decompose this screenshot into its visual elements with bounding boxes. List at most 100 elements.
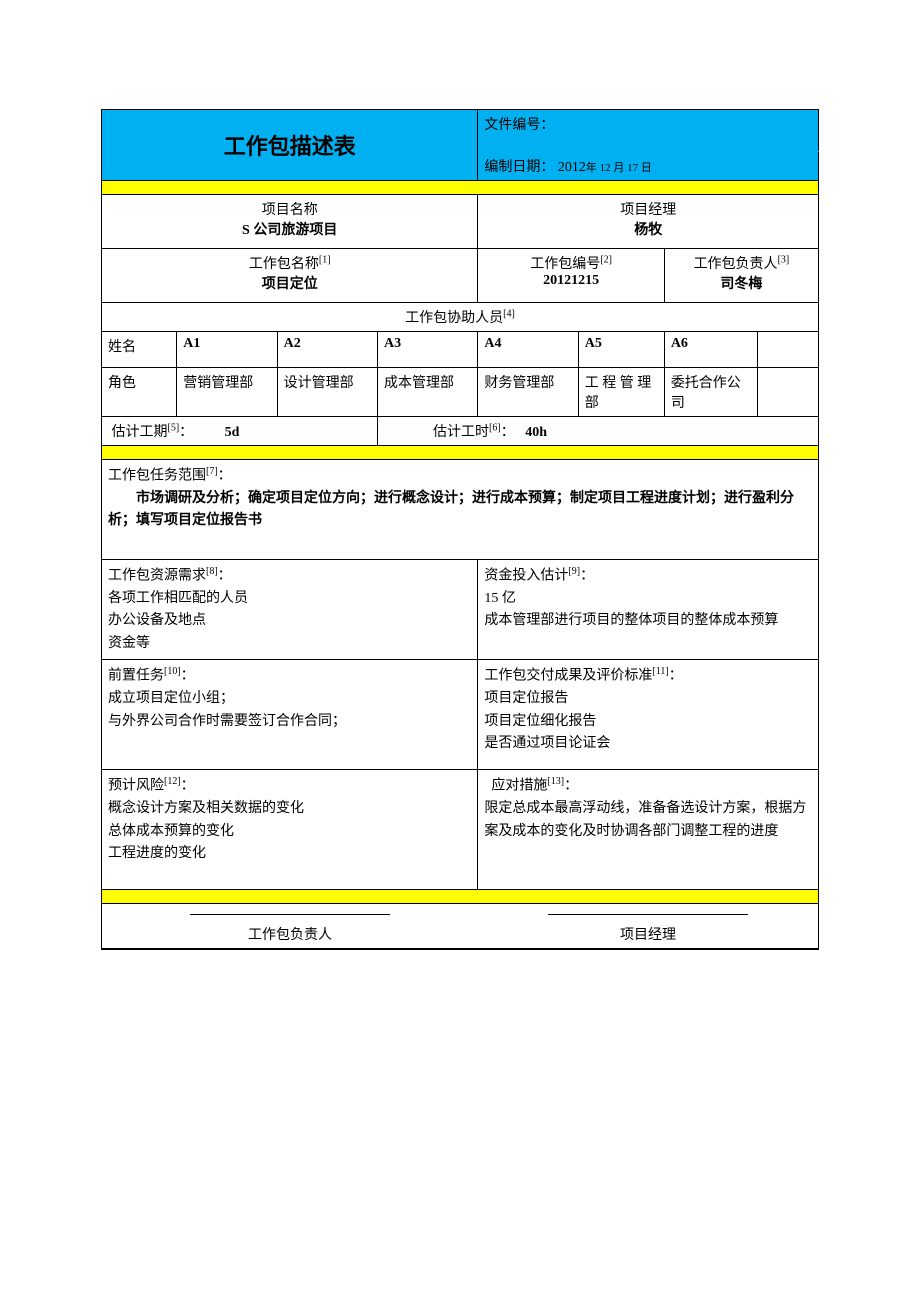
project-manager-cell: 项目经理 杨牧	[478, 195, 819, 249]
deliverable-line-2: 是否通过项目论证会	[484, 736, 610, 751]
sig-manager-label: 项目经理	[620, 928, 676, 943]
package-name-value: 项目定位	[108, 273, 471, 293]
package-code-cell: 工作包编号[2] 20121215	[478, 249, 664, 303]
risk-line-0: 概念设计方案及相关数据的变化	[108, 801, 304, 816]
date-label: 编制日期：	[484, 160, 554, 175]
risk-line-1: 总体成本预算的变化	[108, 824, 234, 839]
est-duration-label: 估计工期	[112, 425, 168, 440]
project-name-cell: 项目名称 S 公司旅游项目	[102, 195, 478, 249]
package-owner-value: 司冬梅	[671, 273, 812, 293]
risk-sup: [12]	[164, 776, 181, 787]
resource-line-0: 各项工作相匹配的人员	[108, 591, 248, 606]
assist-title: 工作包协助人员	[405, 311, 503, 326]
est-duration-value: 5d	[225, 425, 240, 440]
funding-sup: [9]	[568, 566, 580, 577]
work-package-table: 工作包描述表 文件编号： 编制日期： 2012年 12 月 17 日 项目名称 …	[101, 109, 819, 950]
assist-title-cell: 工作包协助人员[4]	[102, 303, 819, 332]
date-cell: 编制日期： 2012年 12 月 17 日	[478, 152, 819, 181]
resource-sup: [8]	[206, 566, 218, 577]
package-name-label: 工作包名称	[249, 257, 319, 272]
assist-name-6	[758, 332, 819, 368]
project-name-value: S 公司旅游项目	[108, 219, 471, 239]
measure-text: 限定总成本最高浮动线，准备备选设计方案，根据方案及成本的变化及时协调各部门调整工…	[484, 801, 806, 838]
sig-manager-cell: 项目经理	[478, 904, 819, 949]
resource-label: 工作包资源需求	[108, 569, 206, 584]
package-owner-label: 工作包负责人	[694, 257, 778, 272]
package-code-sup: [2]	[600, 254, 612, 265]
resource-line-2: 资金等	[108, 636, 150, 651]
separator	[102, 181, 819, 195]
package-owner-sup: [3]	[778, 254, 790, 265]
scope-label: 工作包任务范围	[108, 469, 206, 484]
sig-owner-cell: 工作包负责人	[102, 904, 478, 949]
date-year: 2012	[558, 160, 586, 175]
assist-role-3: 财务管理部	[478, 368, 578, 417]
assist-role-5: 委托合作公司	[664, 368, 757, 417]
deliverable-cell: 工作包交付成果及评价标准[11]： 项目定位报告 项目定位细化报告 是否通过项目…	[478, 660, 819, 770]
package-code-value: 20121215	[484, 273, 657, 289]
scope-cell: 工作包任务范围[7]： 市场调研及分析；确定项目定位方向；进行概念设计；进行成本…	[102, 460, 819, 560]
package-code-label: 工作包编号	[530, 257, 600, 272]
separator	[102, 446, 819, 460]
assist-name-label: 姓名	[102, 332, 177, 368]
project-name-label: 项目名称	[108, 199, 471, 219]
deliverable-line-0: 项目定位报告	[484, 691, 568, 706]
predecessor-line-1: 与外界公司合作时需要签订合作合同；	[108, 714, 346, 729]
assist-role-4: 工 程 管 理部	[578, 368, 664, 417]
resource-cell: 工作包资源需求[8]： 各项工作相匹配的人员 办公设备及地点 资金等	[102, 560, 478, 660]
assist-name-5: A6	[664, 332, 757, 368]
est-hours-value: 40h	[525, 425, 547, 440]
deliverable-label: 工作包交付成果及评价标准	[484, 669, 652, 684]
assist-role-0: 营销管理部	[177, 368, 277, 417]
doc-no-label: 文件编号：	[484, 118, 554, 133]
assist-title-sup: [4]	[503, 308, 515, 319]
risk-cell: 预计风险[12]： 概念设计方案及相关数据的变化 总体成本预算的变化 工程进度的…	[102, 770, 478, 890]
project-manager-label: 项目经理	[484, 199, 812, 219]
sig-manager-line	[548, 914, 748, 915]
measure-sup: [13]	[547, 776, 564, 787]
package-name-cell: 工作包名称[1] 项目定位	[102, 249, 478, 303]
assist-name-0: A1	[177, 332, 277, 368]
scope-text: 市场调研及分析；确定项目定位方向；进行概念设计；进行成本预算；制定项目工程进度计…	[108, 488, 812, 533]
assist-name-4: A5	[578, 332, 664, 368]
assist-name-2: A3	[378, 332, 478, 368]
est-hours-label: 估计工时	[433, 425, 489, 440]
scope-sup: [7]	[206, 466, 218, 477]
est-duration-sup: [5]	[168, 422, 180, 433]
funding-line-1: 成本管理部进行项目的整体项目的整体成本预算	[484, 613, 778, 628]
est-hours-sup: [6]	[489, 422, 501, 433]
sig-owner-label: 工作包负责人	[248, 928, 332, 943]
assist-role-label: 角色	[102, 368, 177, 417]
est-duration-cell: 估计工期[5]： 5d	[102, 417, 378, 446]
form-title: 工作包描述表	[102, 110, 478, 181]
assist-role-2: 成本管理部	[378, 368, 478, 417]
assist-name-1: A2	[277, 332, 377, 368]
separator	[102, 890, 819, 904]
date-md: 年 12 月 17 日	[586, 162, 652, 174]
assist-roles-row: 角色 营销管理部 设计管理部 成本管理部 财务管理部 工 程 管 理部 委托合作…	[102, 368, 819, 417]
funding-label: 资金投入估计	[484, 569, 568, 584]
predecessor-sup: [10]	[164, 666, 181, 677]
doc-no-cell: 文件编号：	[478, 110, 819, 152]
risk-line-2: 工程进度的变化	[108, 846, 206, 861]
predecessor-cell: 前置任务[10]： 成立项目定位小组； 与外界公司合作时需要签订合作合同；	[102, 660, 478, 770]
deliverable-sup: [11]	[652, 666, 668, 677]
est-hours-cell: 估计工时[6]： 40h	[378, 417, 819, 446]
assist-name-3: A4	[478, 332, 578, 368]
deliverable-line-1: 项目定位细化报告	[484, 714, 596, 729]
predecessor-line-0: 成立项目定位小组；	[108, 691, 234, 706]
funding-line-0: 15 亿	[484, 591, 516, 606]
project-manager-value: 杨牧	[484, 219, 812, 239]
risk-label: 预计风险	[108, 779, 164, 794]
assist-names-row: 姓名 A1 A2 A3 A4 A5 A6	[102, 332, 819, 368]
resource-line-1: 办公设备及地点	[108, 613, 206, 628]
package-name-sup: [1]	[319, 254, 331, 265]
sig-owner-line	[190, 914, 390, 915]
package-owner-cell: 工作包负责人[3] 司冬梅	[664, 249, 818, 303]
measure-label: 应对措施	[491, 779, 547, 794]
assist-role-6	[758, 368, 819, 417]
measure-cell: 应对措施[13]： 限定总成本最高浮动线，准备备选设计方案，根据方案及成本的变化…	[478, 770, 819, 890]
table-bottom	[102, 949, 819, 950]
funding-cell: 资金投入估计[9]： 15 亿 成本管理部进行项目的整体项目的整体成本预算	[478, 560, 819, 660]
predecessor-label: 前置任务	[108, 669, 164, 684]
